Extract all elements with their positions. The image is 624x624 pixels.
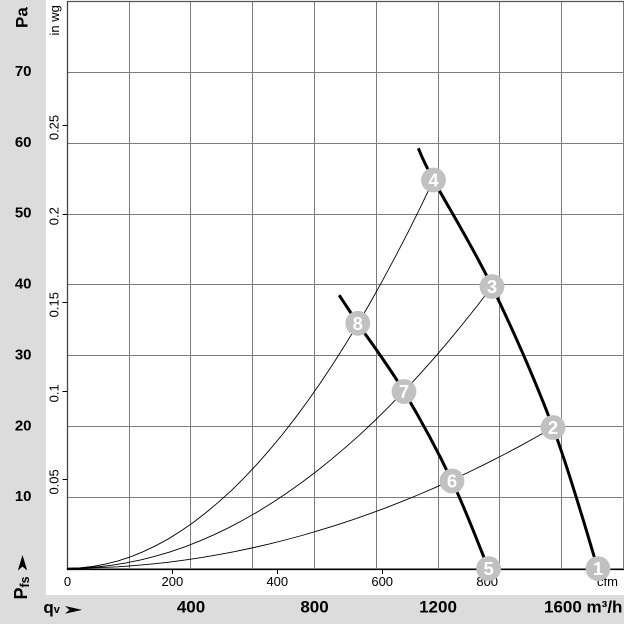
svg-text:200: 200 — [162, 574, 184, 589]
svg-text:Pa: Pa — [13, 7, 32, 28]
svg-text:40: 40 — [15, 276, 32, 293]
svg-text:10: 10 — [15, 488, 32, 505]
svg-text:1200: 1200 — [419, 598, 457, 617]
svg-text:0.15: 0.15 — [47, 292, 62, 317]
svg-text:0.05: 0.05 — [47, 469, 62, 494]
svg-text:6: 6 — [447, 471, 457, 492]
svg-text:30: 30 — [15, 347, 32, 364]
svg-text:1: 1 — [593, 558, 603, 579]
svg-text:8: 8 — [353, 313, 363, 334]
svg-text:3: 3 — [487, 276, 497, 297]
svg-text:0.2: 0.2 — [47, 207, 62, 225]
svg-text:400: 400 — [266, 574, 288, 589]
svg-text:0.1: 0.1 — [47, 384, 62, 402]
svg-text:7: 7 — [399, 381, 409, 402]
svg-text:50: 50 — [15, 205, 32, 222]
svg-text:0.25: 0.25 — [47, 115, 62, 140]
svg-text:20: 20 — [15, 417, 32, 434]
svg-text:4: 4 — [428, 170, 439, 191]
svg-text:600: 600 — [371, 574, 393, 589]
svg-text:1600 m³/h: 1600 m³/h — [544, 598, 622, 617]
svg-text:5: 5 — [483, 558, 493, 579]
svg-text:0: 0 — [64, 574, 71, 589]
svg-text:800: 800 — [300, 598, 328, 617]
svg-text:60: 60 — [15, 134, 32, 151]
svg-text:400: 400 — [177, 598, 205, 617]
svg-text:70: 70 — [15, 63, 32, 80]
svg-text:2: 2 — [548, 417, 558, 438]
svg-text:in wg: in wg — [47, 5, 62, 35]
